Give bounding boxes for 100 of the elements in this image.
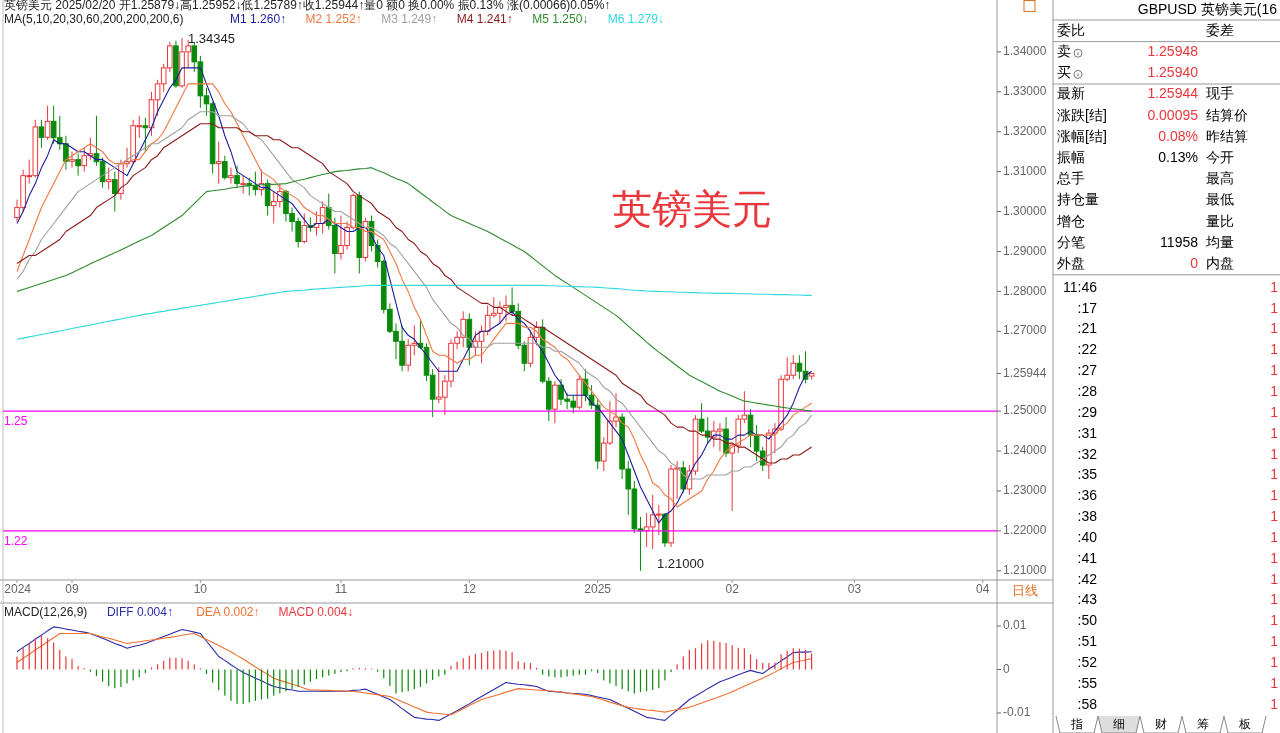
category-label: 细: [1113, 717, 1125, 732]
candlestick: [112, 171, 118, 213]
y-tick-label: 1.28000: [1003, 283, 1047, 298]
y-tick-label: 1.25944: [1003, 365, 1047, 380]
category-label: 持仓量: [1057, 191, 1099, 208]
text: 0: [1190, 254, 1198, 271]
annotation: 1.34345: [188, 31, 235, 47]
text: M2 1.252↑: [305, 12, 362, 26]
text: 1: [1270, 570, 1278, 587]
candlestick: [75, 153, 81, 177]
category-label: :35: [1077, 466, 1098, 483]
annotation: 英镑美元: [612, 186, 772, 231]
category-label: 委比: [1057, 21, 1085, 38]
chart-title: MACD(12,26,9): [4, 605, 88, 619]
candlestick: [301, 213, 308, 244]
category-label: 指: [1070, 717, 1083, 732]
category-label: 涨幅[结]: [1057, 127, 1107, 144]
candlestick: [44, 105, 51, 141]
category-label: 财: [1155, 717, 1167, 732]
x-tick-label: 12: [462, 582, 477, 597]
category-label: :28: [1077, 382, 1098, 399]
category-label: :29: [1077, 403, 1098, 420]
text: M1 1.260↑: [230, 12, 287, 26]
y-tick-label: -0.01: [1003, 705, 1031, 720]
y-tick-label: 1.22000: [1003, 523, 1047, 538]
y-tick-label: 0: [1003, 661, 1010, 676]
category-label: :31: [1077, 424, 1098, 441]
category-label: 今开: [1206, 148, 1234, 165]
y-tick-label: 0.01: [1003, 618, 1027, 633]
category-label: :27: [1077, 362, 1098, 379]
category-label: :55: [1077, 674, 1098, 691]
category-label: 买: [1057, 64, 1071, 81]
category-label: 昨结算: [1206, 127, 1248, 144]
text: 1: [1270, 278, 1278, 295]
candlestick: [63, 135, 69, 171]
x-tick-label: 04: [976, 582, 990, 597]
candlestick: [234, 165, 240, 189]
text: 1: [1270, 508, 1278, 525]
category-label: :43: [1077, 591, 1098, 608]
text: 1: [1270, 487, 1278, 504]
category-label: 涨跌[结]: [1057, 106, 1107, 123]
text: 1: [1270, 424, 1278, 441]
text: 1: [1270, 549, 1278, 566]
category-label: :41: [1077, 549, 1098, 566]
category-label: :52: [1077, 654, 1098, 670]
text: 1: [1270, 591, 1278, 608]
category-label: :50: [1077, 612, 1098, 629]
category-label: 委差: [1206, 21, 1234, 38]
text: 1: [1270, 612, 1278, 629]
category-label: 筹: [1197, 717, 1209, 732]
text: 1: [1270, 382, 1278, 399]
text: M6 1.279↓: [607, 12, 664, 26]
text: 1: [1270, 633, 1278, 650]
category-label: :58: [1077, 695, 1098, 712]
candlestick: [264, 179, 271, 217]
category-label: :40: [1077, 528, 1098, 545]
y-tick-label: 1.29000: [1003, 243, 1047, 258]
text: M5 1.250↓: [532, 12, 589, 26]
candlestick: [38, 119, 45, 149]
y-tick-label: 1.25000: [1003, 403, 1047, 418]
candlestick: [222, 155, 228, 181]
text: MA(5,10,20,30,60,200,200,200,6): [4, 12, 184, 26]
candlestick: [215, 141, 222, 185]
candlestick: [552, 380, 558, 424]
series-label: DIFF 0.004↑: [106, 605, 173, 619]
text: 1: [1270, 695, 1278, 712]
text: GBPUSD 英镑美元(16: [1137, 0, 1278, 17]
y-tick-label: 1.33000: [1003, 83, 1047, 98]
x-tick-label: 03: [847, 582, 862, 597]
text: 1: [1270, 320, 1278, 337]
candlestick: [142, 117, 149, 153]
category-label: :21: [1077, 320, 1098, 337]
x-tick-label: 2025: [584, 582, 612, 597]
candlestick: [228, 167, 234, 185]
text: 1.25944: [1147, 85, 1198, 102]
category-label: :36: [1077, 487, 1098, 504]
category-label: 现手: [1206, 85, 1234, 102]
text: 1: [1270, 674, 1278, 691]
category-label: 11:46: [1063, 278, 1098, 295]
category-label: 内盘: [1206, 254, 1234, 271]
text: 1: [1270, 466, 1278, 483]
x-tick-label: 11: [334, 582, 348, 597]
text: MACD 0.004↓: [278, 605, 354, 619]
ref-line-label: 1.22: [4, 533, 28, 548]
category-label: 最高: [1206, 170, 1234, 187]
category-label: 增仓: [1056, 212, 1085, 229]
x-tick-label: 02: [725, 582, 740, 597]
category-label: 外盘: [1057, 254, 1085, 271]
text: 1: [1270, 341, 1278, 358]
text: 0.08%: [1158, 127, 1198, 144]
series-label: DEA 0.002↑: [196, 605, 260, 619]
candlestick: [105, 167, 112, 191]
line-series: [16, 284, 813, 340]
text: M3 1.249↑: [381, 12, 438, 26]
candlestick: [69, 151, 75, 169]
category-label: :32: [1077, 445, 1098, 462]
candlestick: [729, 442, 735, 512]
annotation: 1.21000: [657, 556, 704, 572]
x-tick-label: 2024: [4, 582, 32, 597]
x-tick-label: 09: [65, 582, 80, 597]
